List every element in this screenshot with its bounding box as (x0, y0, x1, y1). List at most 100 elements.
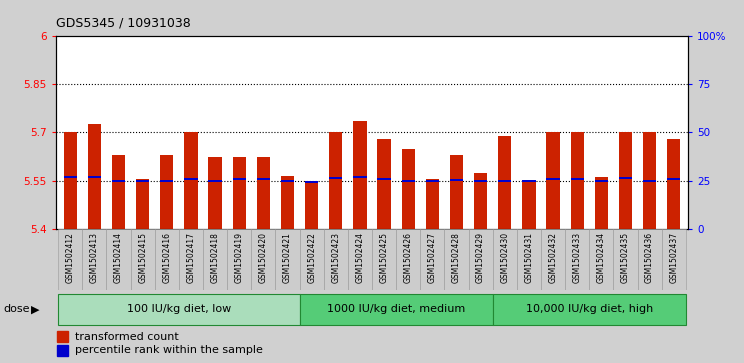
Bar (541, 229, 565, 290)
Text: GSM1502412: GSM1502412 (65, 232, 75, 283)
Bar (155, 229, 179, 290)
Bar (185, 132, 198, 229)
Bar (426, 179, 439, 229)
Bar (88, 125, 101, 229)
Bar (643, 180, 656, 182)
Bar (112, 155, 125, 229)
Bar (493, 229, 517, 290)
Text: GSM1502413: GSM1502413 (90, 232, 99, 283)
Bar (281, 180, 294, 182)
Bar (64, 132, 77, 229)
Bar (251, 229, 275, 290)
Text: GSM1502425: GSM1502425 (379, 232, 388, 283)
Text: GDS5345 / 10931038: GDS5345 / 10931038 (56, 16, 190, 29)
Bar (619, 132, 632, 229)
Text: GSM1502430: GSM1502430 (500, 232, 509, 283)
Bar (348, 229, 372, 290)
Text: GSM1502417: GSM1502417 (187, 232, 196, 283)
Bar (474, 180, 487, 182)
Bar (571, 178, 584, 180)
Bar (420, 229, 444, 290)
Text: GSM1502427: GSM1502427 (428, 232, 437, 283)
Bar (594, 180, 608, 182)
Bar (300, 229, 324, 290)
Bar (257, 156, 270, 229)
Text: GSM1502422: GSM1502422 (307, 232, 316, 283)
Bar (474, 172, 487, 229)
Bar (88, 176, 101, 178)
Bar (613, 229, 638, 290)
Text: GSM1502423: GSM1502423 (331, 232, 340, 283)
Text: dose: dose (4, 305, 31, 314)
Bar (396, 229, 420, 290)
Bar (58, 229, 83, 290)
Text: GSM1502436: GSM1502436 (645, 232, 654, 283)
Bar (594, 178, 608, 229)
Text: GSM1502420: GSM1502420 (259, 232, 268, 283)
Text: GSM1502415: GSM1502415 (138, 232, 147, 283)
Bar (112, 180, 125, 182)
Bar (522, 182, 536, 229)
Bar (275, 229, 300, 290)
Bar (329, 132, 342, 229)
Bar (402, 180, 415, 182)
Bar (571, 132, 584, 229)
Bar (83, 229, 106, 290)
Bar (179, 229, 203, 290)
Text: GSM1502424: GSM1502424 (356, 232, 365, 283)
Bar (377, 178, 391, 180)
Bar (643, 132, 656, 229)
Bar (619, 177, 632, 179)
Bar (353, 176, 367, 178)
Bar (372, 229, 396, 290)
Bar (208, 156, 222, 229)
Bar (517, 229, 541, 290)
Bar (329, 177, 342, 179)
Text: GSM1502434: GSM1502434 (597, 232, 606, 283)
Bar (281, 176, 294, 229)
Text: GSM1502419: GSM1502419 (235, 232, 244, 283)
Text: GSM1502421: GSM1502421 (283, 232, 292, 283)
Bar (136, 180, 150, 182)
Bar (233, 156, 246, 229)
Text: GSM1502428: GSM1502428 (452, 232, 461, 283)
Text: 1000 IU/kg diet, medium: 1000 IU/kg diet, medium (327, 305, 465, 314)
Bar (498, 136, 511, 229)
Bar (444, 229, 469, 290)
Text: GSM1502432: GSM1502432 (548, 232, 557, 283)
Bar (160, 155, 173, 229)
Bar (353, 121, 367, 229)
Text: GSM1502426: GSM1502426 (404, 232, 413, 283)
Bar (589, 229, 613, 290)
Bar (57, 345, 68, 356)
Bar (106, 229, 131, 290)
Bar (185, 178, 198, 180)
Bar (305, 182, 318, 229)
Text: percentile rank within the sample: percentile rank within the sample (74, 345, 263, 355)
Bar (522, 180, 536, 182)
Bar (305, 181, 318, 183)
Bar (402, 148, 415, 229)
Text: GSM1502414: GSM1502414 (114, 232, 123, 283)
Text: GSM1502418: GSM1502418 (211, 232, 219, 283)
Bar (131, 229, 155, 290)
Text: GSM1502435: GSM1502435 (621, 232, 630, 283)
Bar (227, 229, 251, 290)
Bar (64, 176, 77, 178)
FancyBboxPatch shape (58, 294, 300, 325)
Text: 10,000 IU/kg diet, high: 10,000 IU/kg diet, high (525, 305, 653, 314)
Text: GSM1502437: GSM1502437 (669, 232, 679, 283)
Bar (57, 331, 68, 342)
Bar (565, 229, 589, 290)
Bar (450, 155, 463, 229)
Text: GSM1502429: GSM1502429 (476, 232, 485, 283)
Bar (667, 139, 680, 229)
Bar (160, 180, 173, 182)
FancyBboxPatch shape (493, 294, 686, 325)
Bar (426, 180, 439, 182)
Bar (136, 179, 150, 229)
Bar (257, 178, 270, 180)
Text: 100 IU/kg diet, low: 100 IU/kg diet, low (126, 305, 231, 314)
Bar (324, 229, 348, 290)
Text: ▶: ▶ (31, 305, 39, 314)
